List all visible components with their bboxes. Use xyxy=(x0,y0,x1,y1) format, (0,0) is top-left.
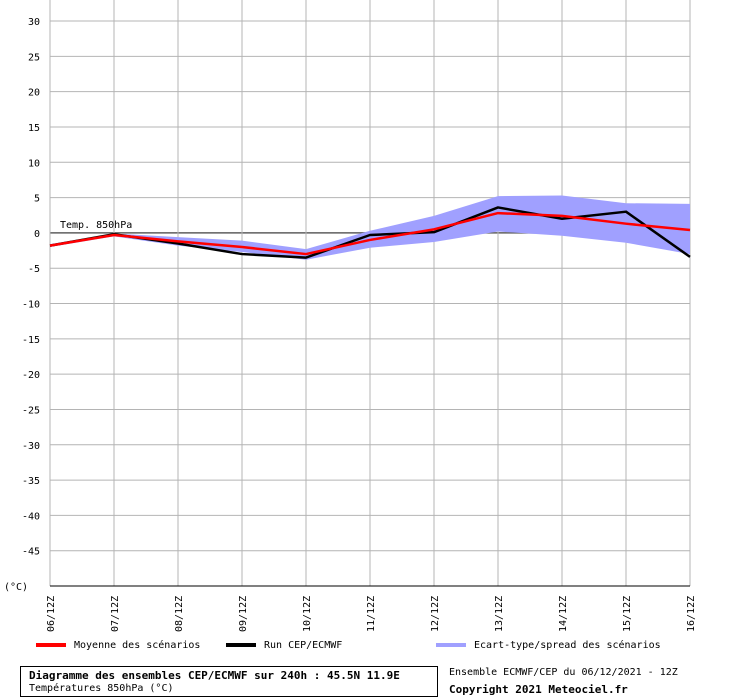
y-tick-label: 0 xyxy=(34,229,40,240)
x-tick-label: 07/12Z xyxy=(110,596,121,632)
legend-mean: Moyenne des scénarios xyxy=(36,640,200,651)
legend-spread-swatch xyxy=(436,643,466,647)
x-tick-label: 06/12Z xyxy=(46,596,57,632)
x-tick-label: 12/12Z xyxy=(430,596,441,632)
y-tick-label: -35 xyxy=(22,476,40,487)
y-tick-label: -30 xyxy=(22,441,40,452)
y-tick-label: 10 xyxy=(28,158,40,169)
legend-spread: Ecart-type/spread des scénarios xyxy=(436,640,661,651)
copyright: Copyright 2021 Meteociel.fr xyxy=(449,683,628,696)
y-tick-label: 15 xyxy=(28,123,40,134)
y-tick-label: 25 xyxy=(28,52,40,63)
y-tick-label: -40 xyxy=(22,511,40,522)
labels-layer: 30 25 20 15 10 5 0 -5 -10 -15 -20 -25 -30 -35 -40 -45 (°… xyxy=(4,17,697,632)
x-tick-label: 15/12Z xyxy=(622,596,633,632)
y-unit-label: (°C) xyxy=(4,582,28,593)
x-tick-label: 08/12Z xyxy=(174,596,185,632)
series-layer xyxy=(49,206,691,259)
legend-mean-label: Moyenne des scénarios xyxy=(74,640,201,651)
footer-info: Ensemble ECMWF/CEP du 06/12/2021 - 12Z C… xyxy=(449,666,678,700)
x-tick-label: 09/12Z xyxy=(238,596,249,632)
legend-run: Run CEP/ECMWF xyxy=(226,640,342,651)
chart-subtitle: Températures 850hPa (°C) xyxy=(29,683,174,694)
series-mean-line xyxy=(49,211,691,256)
y-tick-label: 5 xyxy=(34,194,40,205)
y-tick-label: 20 xyxy=(28,88,40,99)
y-tick-label: 30 xyxy=(28,17,40,28)
y-tick-label: -5 xyxy=(28,264,40,275)
y-tick-label: -20 xyxy=(22,370,40,381)
y-tick-label: -25 xyxy=(22,405,40,416)
grid xyxy=(49,0,691,587)
run-info: Ensemble ECMWF/CEP du 06/12/2021 - 12Z xyxy=(449,667,678,678)
x-tick-label: 10/12Z xyxy=(302,596,313,632)
y-tick-label: -45 xyxy=(22,547,40,558)
chart-title: Diagramme des ensembles CEP/ECMWF sur 24… xyxy=(29,669,400,682)
legend-run-label: Run CEP/ECMWF xyxy=(264,640,343,651)
x-tick-label: 14/12Z xyxy=(558,596,569,632)
x-tick-label: 13/12Z xyxy=(494,596,505,632)
x-tick-label: 11/12Z xyxy=(366,596,377,632)
legend-run-swatch xyxy=(226,643,256,647)
y-tick-label: -10 xyxy=(22,300,40,311)
x-tick-label: 16/12Z xyxy=(686,596,697,632)
title-box: Diagramme des ensembles CEP/ECMWF sur 24… xyxy=(20,666,438,697)
y-tick-label: -15 xyxy=(22,335,40,346)
legend-spread-label: Ecart-type/spread des scénarios xyxy=(474,640,661,651)
chart-plot: 30 25 20 15 10 5 0 -5 -10 -15 -20 -25 -30 -35 -40 -45 (°… xyxy=(4,0,697,632)
temp-annotation: Temp. 850hPa xyxy=(60,220,132,231)
legend-mean-swatch xyxy=(36,643,66,647)
